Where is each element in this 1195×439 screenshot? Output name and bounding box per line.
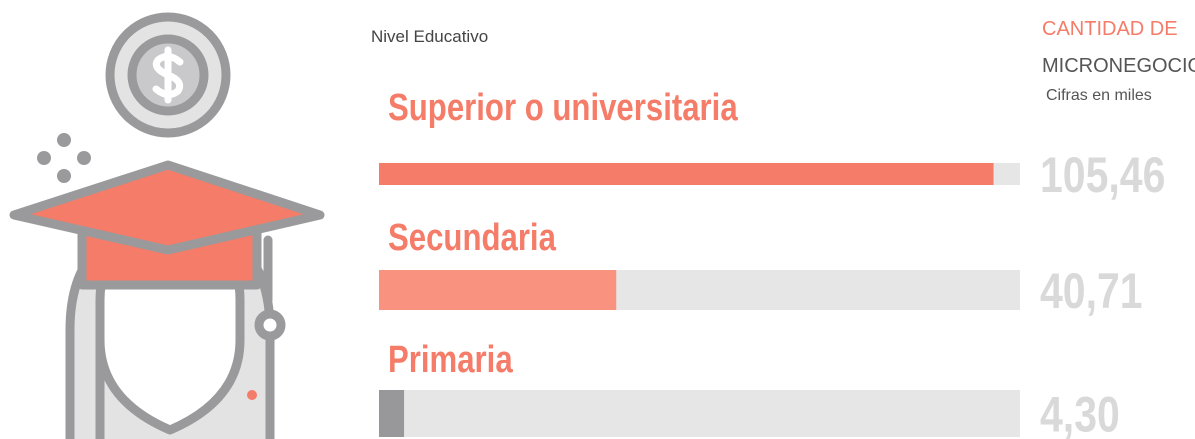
category-label: Secundaria [388,217,557,259]
category-label: Superior o universitaria [388,87,738,129]
bar [379,270,616,310]
chart: Nivel Educativo CANTIDAD DE MICRONEGOCIO… [0,0,1195,439]
value-label: 40,71 [1040,263,1143,319]
category-label: Primaria [388,339,513,381]
unit-note: Cifras en miles [1046,87,1152,104]
value-header: MICRONEGOCIOS [1042,55,1195,77]
value-label: 4,30 [1040,387,1120,439]
subtitle: Nivel Educativo [371,27,488,46]
value-header: CANTIDAD DE [1042,18,1178,40]
value-label: 105,46 [1040,147,1165,203]
bar [379,163,994,185]
page: Nivel Educativo CANTIDAD DE MICRONEGOCIO… [0,0,1195,439]
bar-track [379,390,1020,437]
bar [379,390,404,437]
graduate-icon [14,17,320,439]
